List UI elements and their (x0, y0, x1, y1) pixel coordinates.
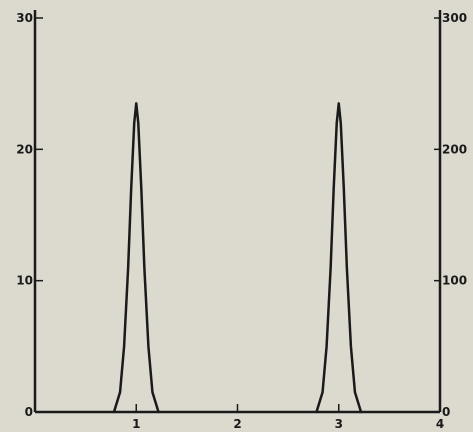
y-tick-label-left: 30 (16, 11, 33, 25)
peak-line-2 (315, 102, 363, 414)
y-tick-label-right: 300 (442, 11, 467, 25)
y-tick-label-right: 100 (442, 274, 467, 288)
y-tick-label-left: 20 (16, 142, 33, 156)
axes (33, 10, 442, 414)
x-tick-label: 3 (335, 417, 343, 431)
series (112, 102, 363, 414)
x-tick-label: 2 (233, 417, 241, 431)
x-tick-label: 1 (132, 417, 140, 431)
peak-line-1 (112, 102, 160, 414)
y-tick-label-left: 10 (16, 274, 33, 288)
y-tick-label-left: 0 (25, 405, 33, 419)
x-tick-label: 4 (436, 417, 444, 431)
y-tick-label-right: 200 (442, 142, 467, 156)
y-tick-label-right: 0 (442, 405, 450, 419)
